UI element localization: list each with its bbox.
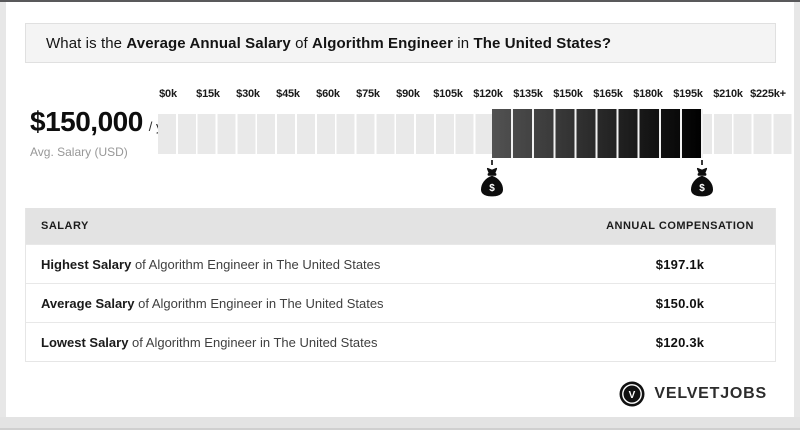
- row-value: $150.0k: [655, 295, 705, 311]
- axis-tick-label: $150k: [553, 88, 583, 100]
- low-salary-marker: $: [477, 160, 507, 197]
- header-salary: SALARY: [41, 220, 89, 232]
- table-row-lowest: Lowest Salary of Algorithm Engineer in T…: [26, 322, 775, 361]
- svg-text:$: $: [699, 183, 705, 194]
- money-bag-icon: $: [481, 167, 503, 197]
- svg-text:V: V: [629, 390, 636, 401]
- brand-footer: V VELVETJOBS: [25, 379, 767, 409]
- bar-segment-gaps: [492, 109, 703, 158]
- header-annual-compensation: ANNUAL COMPENSATION: [606, 220, 754, 232]
- axis-tick-label: $105k: [433, 88, 463, 100]
- question-text: What is the: [46, 34, 127, 52]
- table-row-highest: Highest Salary of Algorithm Engineer in …: [26, 244, 775, 283]
- question-bold-region: The United States: [473, 34, 602, 52]
- table-row-average: Average Salary of Algorithm Engineer in …: [26, 283, 775, 322]
- average-salary-amount: $150,000: [30, 106, 143, 137]
- svg-text:$: $: [489, 183, 495, 194]
- money-bag-icon: $: [691, 167, 713, 197]
- average-salary-caption: Avg. Salary (USD): [30, 145, 128, 159]
- row-label: Lowest Salary of Algorithm Engineer in T…: [41, 334, 378, 350]
- brand-name[interactable]: VELVETJOBS: [654, 385, 767, 402]
- row-label: Highest Salary of Algorithm Engineer in …: [41, 256, 381, 272]
- question-bold-salary: Average Annual Salary: [126, 34, 291, 52]
- axis-tick-label: $180k: [633, 88, 663, 100]
- axis-tick-label: $15k: [196, 88, 220, 100]
- axis-tick-label: $120k: [473, 88, 503, 100]
- axis-tick-label: $90k: [396, 88, 420, 100]
- question-bold-role: Algorithm Engineer: [312, 34, 454, 52]
- axis-tick-label: $75k: [356, 88, 380, 100]
- axis-tick-label: $165k: [593, 88, 623, 100]
- axis-tick-label: $60k: [316, 88, 340, 100]
- card-canvas: What is the Average Annual Salary of Alg…: [6, 2, 794, 417]
- bottom-border: [0, 417, 800, 430]
- top-border: [0, 0, 800, 2]
- axis-tick-label: $0k: [159, 88, 177, 100]
- axis-tick-label: $45k: [276, 88, 300, 100]
- axis-tick-label: $225k+: [750, 88, 786, 100]
- axis-tick-label: $195k: [673, 88, 703, 100]
- high-salary-marker: $: [687, 160, 717, 197]
- salary-range-bar: [492, 109, 703, 158]
- salary-table: SALARY ANNUAL COMPENSATION Highest Salar…: [25, 208, 776, 362]
- axis-tick-label: $135k: [513, 88, 543, 100]
- salary-axis: $0k $15k $30k $45k $60k $75k $90k $105k …: [148, 88, 788, 100]
- axis-tick-label: $210k: [713, 88, 743, 100]
- row-label: Average Salary of Algorithm Engineer in …: [41, 295, 384, 311]
- marker-pin: [701, 160, 703, 165]
- marker-pin: [491, 160, 493, 165]
- row-value: $120.3k: [655, 334, 705, 350]
- question-banner: What is the Average Annual Salary of Alg…: [25, 23, 776, 63]
- row-value: $197.1k: [655, 256, 705, 272]
- velvetjobs-logo-icon[interactable]: V: [619, 381, 645, 407]
- table-header-row: SALARY ANNUAL COMPENSATION: [26, 208, 775, 244]
- axis-tick-label: $30k: [236, 88, 260, 100]
